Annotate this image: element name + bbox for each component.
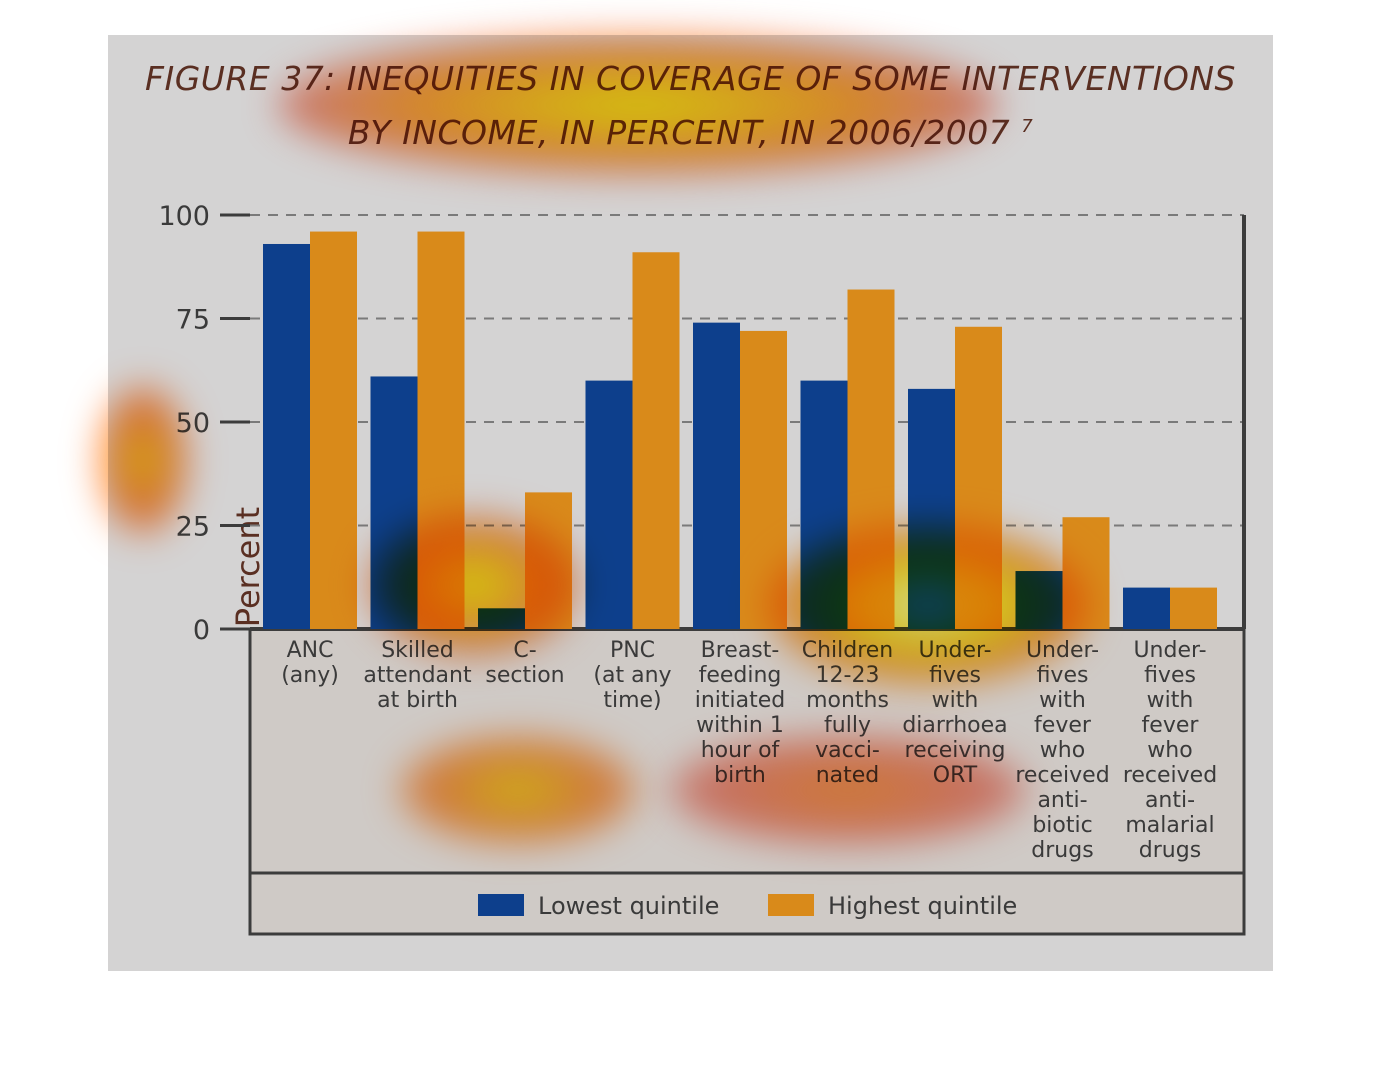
- x-category-label: Under-fives with fever who received anti-mala…: [1123, 638, 1217, 863]
- legend-label: Highest quintile: [828, 892, 1017, 920]
- x-category-label: ANC (any): [281, 638, 339, 688]
- legend-label: Lowest quintile: [538, 892, 719, 920]
- bar-lowest-quintile: [1015, 571, 1063, 629]
- bar-highest-quintile: [417, 231, 465, 629]
- bar-lowest-quintile: [263, 243, 310, 630]
- bar-lowest-quintile: [478, 608, 525, 629]
- chart-title-superscript: 7: [1021, 116, 1034, 137]
- bar-lowest-quintile: [800, 380, 848, 629]
- bar-highest-quintile: [310, 231, 357, 629]
- bar-highest-quintile: [1170, 587, 1217, 629]
- legend-swatch: [768, 894, 814, 916]
- bar-lowest-quintile: [370, 376, 418, 629]
- legend-swatch: [478, 894, 524, 916]
- x-category-label: PNC (at any time): [593, 638, 671, 713]
- y-tick-label: 25: [176, 512, 210, 543]
- bar-highest-quintile: [847, 289, 895, 629]
- bar-highest-quintile: [740, 330, 787, 629]
- bar-highest-quintile: [632, 252, 680, 629]
- bar-highest-quintile: [1062, 517, 1110, 629]
- bar-lowest-quintile: [693, 322, 740, 629]
- bar-lowest-quintile: [585, 380, 633, 629]
- y-tick-label: 50: [176, 408, 210, 439]
- bar-lowest-quintile: [908, 388, 955, 629]
- y-tick-label: 75: [176, 305, 210, 336]
- y-tick-label: 100: [158, 201, 210, 232]
- chart-figure: FIGURE 37: INEQUITIES IN COVERAGE OF SOM…: [98, 35, 1273, 971]
- y-tick-label: 0: [193, 615, 210, 646]
- bar-lowest-quintile: [1123, 587, 1170, 629]
- bar-highest-quintile: [525, 492, 572, 629]
- bar-highest-quintile: [955, 326, 1002, 629]
